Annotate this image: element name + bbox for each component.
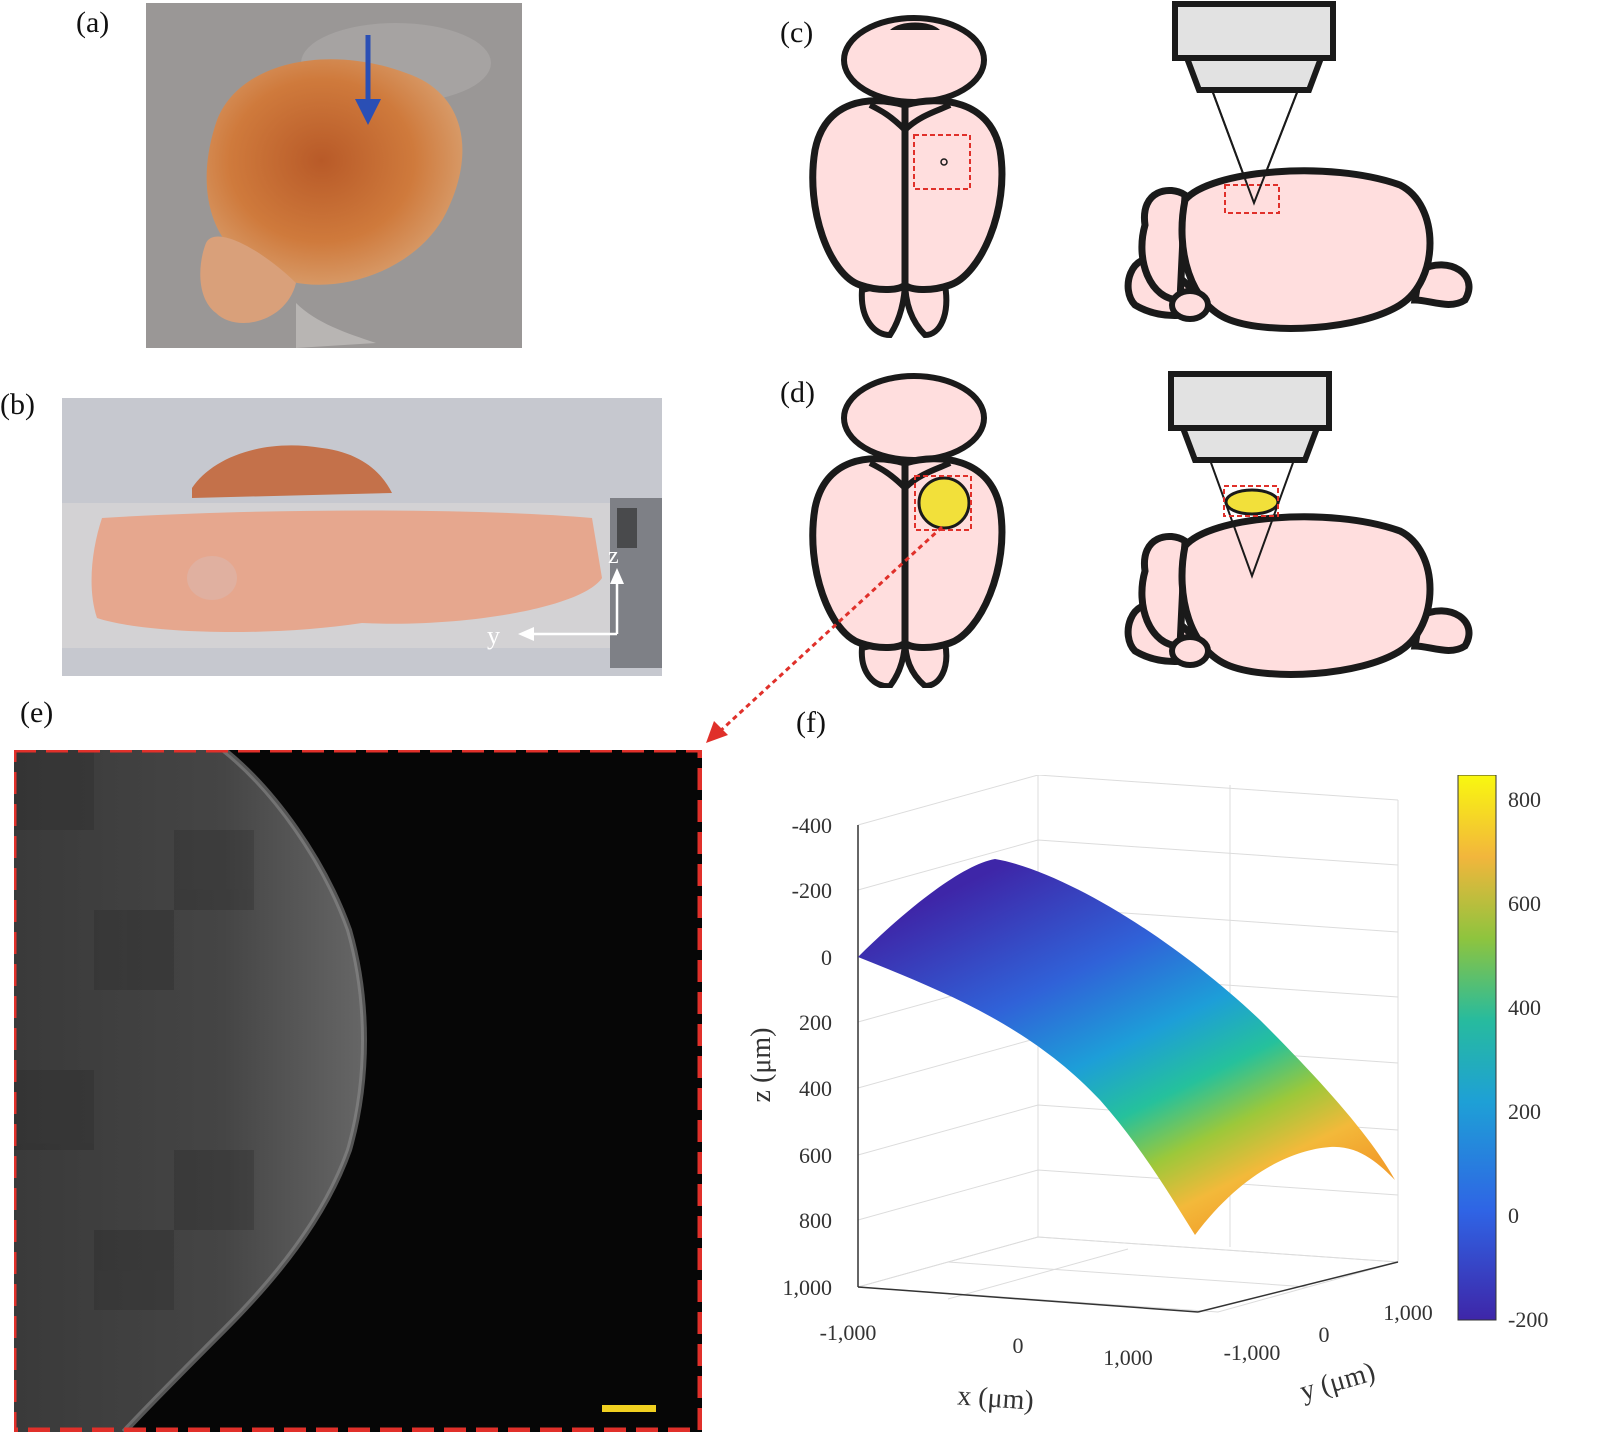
cbar-tick-0: 800 [1508,787,1541,812]
cbar-tick-1: 600 [1508,891,1541,916]
z-tick-2: 0 [821,945,832,970]
panel-label-b: (b) [0,388,35,421]
z-tick-4: 400 [799,1076,832,1101]
x-axis-ticks: -1,000 0 1,000 [820,1320,1153,1370]
panel-label-d: (d) [780,376,815,409]
colorbar [1457,775,1497,1321]
z-tick-3: 200 [799,1010,832,1035]
z-tick-5: 600 [799,1143,832,1168]
cbar-tick-2: 400 [1508,995,1541,1020]
schematic-c [809,1,1473,339]
y-tick-0: -1,000 [1224,1340,1281,1365]
cbar-tick-5: -200 [1508,1307,1548,1332]
z-tick-7: 1,000 [783,1275,833,1300]
panel-label-e: (e) [20,696,54,729]
z-tick-0: -400 [792,813,832,838]
panel-label-c: (c) [780,16,814,49]
cbar-tick-3: 200 [1508,1099,1541,1124]
y-axis-label: y (μm) [1297,1356,1379,1407]
brain-photo-top [146,3,522,348]
schematic-d [809,371,1473,688]
roi-box-side-icon [1224,184,1280,214]
x-tick-1: 0 [1013,1333,1024,1358]
surface-plot: -400 -200 0 200 400 600 800 1,000 z (μm)… [746,775,1548,1417]
arrow-blue-icon [355,35,381,125]
y-tick-1: 0 [1319,1322,1330,1347]
axis-y-label: y [487,621,500,650]
colorbar-ticks: 800 600 400 200 0 -200 [1508,787,1548,1332]
objective-lens-icon [1172,1,1336,61]
x-tick-0: -1,000 [820,1320,877,1345]
roi-box-icon [913,134,971,190]
brain-top-view [809,15,1006,339]
z-axis-ticks: -400 -200 0 200 400 600 800 1,000 [783,813,833,1300]
z-tick-6: 800 [799,1208,832,1233]
brain-side-view-d [1124,371,1473,678]
microscopy-image [14,750,702,1432]
scale-bar [602,1405,656,1412]
brain-side-view [1124,1,1473,332]
connector-arrow [706,525,944,743]
brain-top-view-d [809,373,1006,688]
y-axis-ticks: -1,000 0 1,000 [1224,1300,1433,1365]
axis-z-label: z [608,543,619,569]
z-axis-label: z (μm) [746,1028,777,1103]
x-axis-label: x (μm) [956,1380,1034,1416]
y-tick-2: 1,000 [1383,1300,1433,1325]
axis-arrows-icon [518,568,624,641]
surface [858,859,1395,1235]
axes [857,825,1399,1313]
z-tick-1: -200 [792,878,832,903]
x-tick-2: 1,000 [1103,1345,1153,1370]
cbar-tick-4: 0 [1508,1203,1519,1228]
panel-label-f: (f) [796,706,826,739]
focus-region-icon [917,476,971,530]
brain-photo-side: z y [62,398,662,676]
panel-label-a: (a) [76,6,110,39]
